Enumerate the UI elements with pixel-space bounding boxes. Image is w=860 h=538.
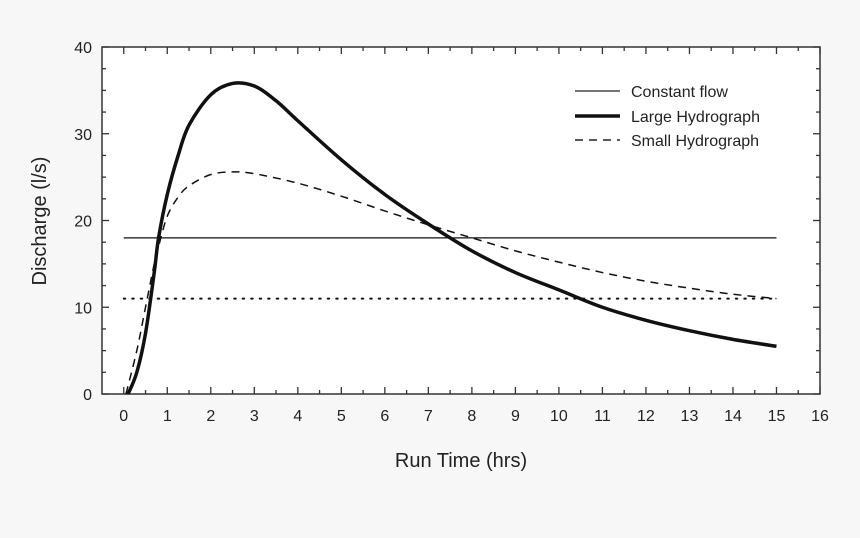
x-tick-label: 2 <box>206 408 215 425</box>
x-tick-label: 14 <box>724 408 742 425</box>
y-axis-label: Discharge (l/s) <box>29 157 51 286</box>
x-tick-label: 9 <box>511 408 520 425</box>
legend: Constant flow Large Hydrograph Small Hyd… <box>575 84 760 150</box>
y-tick-labels: 0 10 20 30 40 <box>74 40 92 404</box>
legend-label-constant-flow: Constant flow <box>631 84 728 101</box>
legend-label-small-hydrograph: Small Hydrograph <box>631 133 759 150</box>
plot-area <box>101 46 821 395</box>
x-axis-label: Run Time (hrs) <box>395 450 527 472</box>
x-tick-label: 6 <box>380 408 389 425</box>
y-tick-label: 10 <box>74 300 92 317</box>
x-tick-label: 13 <box>681 408 699 425</box>
x-tick-label: 5 <box>337 408 346 425</box>
x-tick-label: 12 <box>637 408 655 425</box>
x-tick-label: 16 <box>811 408 829 425</box>
x-tick-label: 15 <box>768 408 786 425</box>
x-tick-label: 7 <box>424 408 433 425</box>
y-tick-label: 0 <box>83 387 92 404</box>
y-tick-label: 30 <box>74 127 92 144</box>
x-tick-label: 1 <box>163 408 172 425</box>
series-line-large-hydrograph <box>126 81 777 395</box>
x-tick-label: 4 <box>293 408 302 425</box>
x-tick-labels: 0 1 2 3 4 5 6 7 8 9 10 11 12 13 14 15 16 <box>119 408 829 425</box>
series-lines <box>122 81 778 395</box>
y-tick-label: 40 <box>74 40 92 57</box>
legend-label-large-hydrograph: Large Hydrograph <box>631 109 760 126</box>
series-line-small-hydrograph <box>125 171 777 395</box>
y-tick-label: 20 <box>74 214 92 231</box>
x-tick-label: 10 <box>550 408 568 425</box>
x-tick-label: 11 <box>594 408 611 425</box>
x-tick-label: 8 <box>467 408 476 425</box>
x-tick-label: 0 <box>119 408 128 425</box>
x-tick-label: 3 <box>250 408 259 425</box>
axis-ticks <box>102 46 821 395</box>
